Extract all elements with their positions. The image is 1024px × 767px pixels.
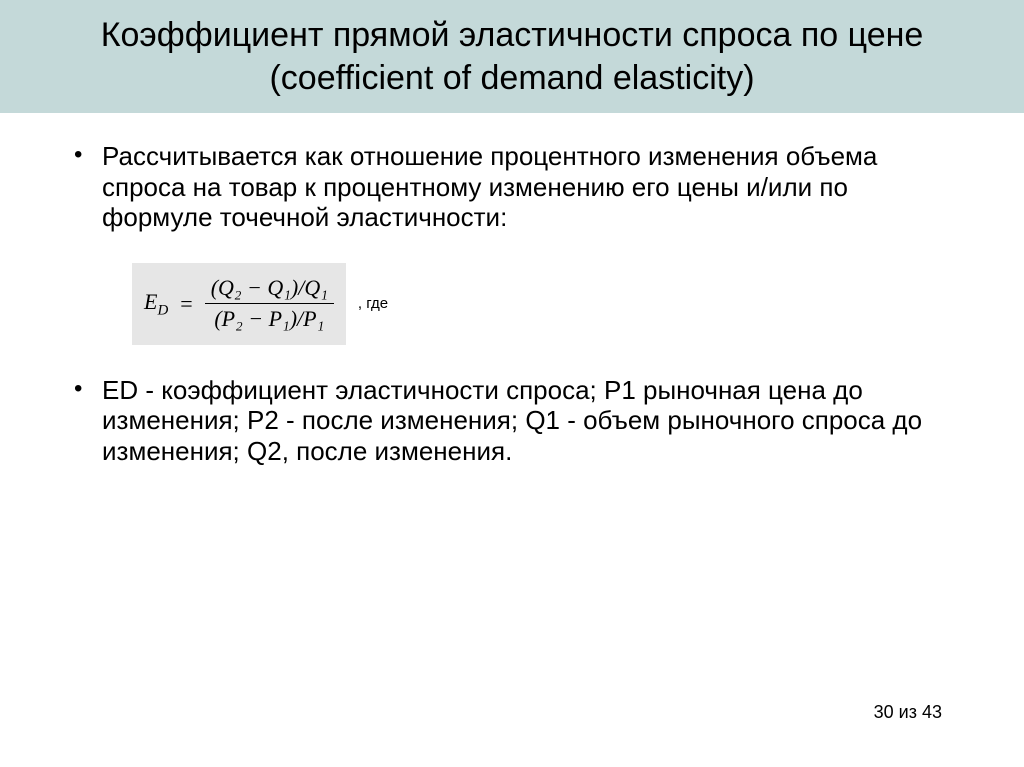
page-current: 30 [874,702,894,722]
bullet-list: Рассчитывается как отношение процентного… [70,141,954,233]
slide-title-bar: Коэффициент прямой эластичности спроса п… [0,0,1024,113]
formula-denominator: (P₂ − P₁)/P₁ [208,304,330,334]
formula-numerator: (Q₂ − Q₁)/Q₁ [205,273,334,303]
bullet-list-2: ED - коэффициент эластичности спроса; P1… [70,375,954,467]
formula-where: , где [358,295,388,312]
formula-box: ED = (Q₂ − Q₁)/Q₁ (P₂ − P₁)/P₁ [132,263,346,345]
formula-row: ED = (Q₂ − Q₁)/Q₁ (P₂ − P₁)/P₁ , где [132,263,954,345]
formula-sub: D [157,302,168,318]
page-total: 43 [922,702,942,722]
formula-eq: = [178,291,194,317]
page-sep: из [894,702,922,722]
formula-var: E [144,289,157,314]
bullet-item: Рассчитывается как отношение процентного… [70,141,954,233]
formula-lhs: ED [144,289,168,319]
page-counter: 30 из 43 [874,702,942,723]
bullet-item: ED - коэффициент эластичности спроса; P1… [70,375,954,467]
formula-fraction: (Q₂ − Q₁)/Q₁ (P₂ − P₁)/P₁ [205,273,334,335]
slide-title: Коэффициент прямой эластичности спроса п… [40,14,984,99]
slide-content: Рассчитывается как отношение процентного… [0,113,1024,467]
